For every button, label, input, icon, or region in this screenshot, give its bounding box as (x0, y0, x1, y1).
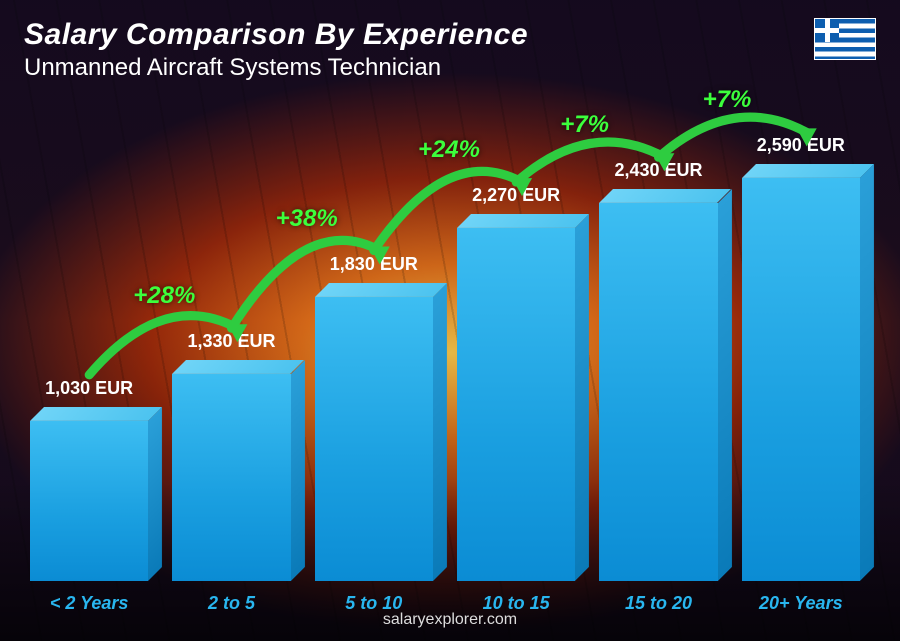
pct-increase-badge: +7% (703, 86, 752, 114)
chart-title: Salary Comparison By Experience (24, 18, 876, 52)
chart-subtitle: Unmanned Aircraft Systems Technician (24, 54, 876, 82)
bar-side-face (860, 164, 874, 581)
footer-attribution: salaryexplorer.com (0, 611, 900, 629)
increase-arrow-icon (30, 90, 860, 581)
chart-container: Salary Comparison By Experience Unmanned… (0, 0, 900, 641)
bar-chart: 1,030 EUR< 2 Years1,330 EUR2 to 51,830 E… (30, 90, 860, 581)
flag-icon (814, 18, 876, 60)
